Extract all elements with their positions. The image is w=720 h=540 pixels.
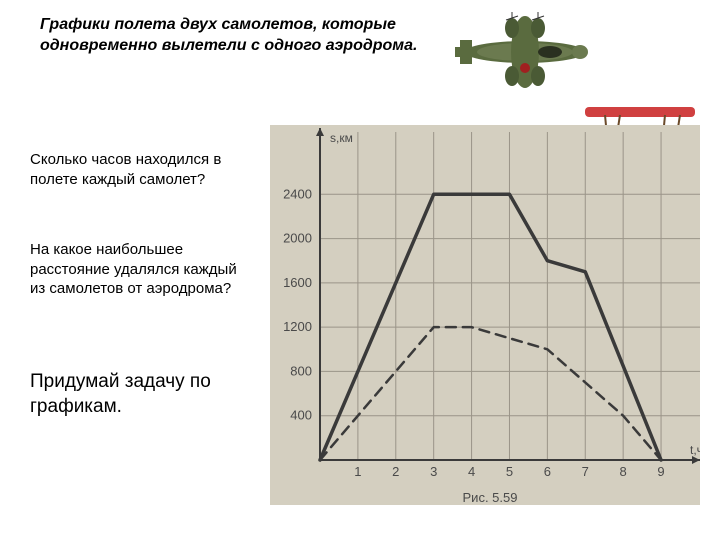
svg-text:2400: 2400 [283, 186, 312, 201]
question-3: Придумай задачу по графикам. [30, 370, 230, 419]
svg-text:4: 4 [468, 464, 475, 479]
question-2: На какое наибольшее расстояние удалялся … [30, 240, 250, 299]
svg-text:t,ч: t,ч [690, 443, 700, 457]
svg-text:9: 9 [657, 464, 664, 479]
svg-text:1: 1 [354, 464, 361, 479]
page-title: Графики полета двух самолетов, которые о… [40, 15, 440, 57]
svg-text:7: 7 [582, 464, 589, 479]
svg-text:3: 3 [430, 464, 437, 479]
svg-text:5: 5 [506, 464, 513, 479]
svg-text:1600: 1600 [283, 275, 312, 290]
svg-text:2000: 2000 [283, 231, 312, 246]
question-1: Сколько часов находился в полете каждый … [30, 150, 230, 189]
airplane-green-icon [440, 10, 610, 90]
svg-text:s,км: s,км [330, 131, 353, 145]
svg-text:2: 2 [392, 464, 399, 479]
svg-text:Рис. 5.59: Рис. 5.59 [463, 490, 518, 505]
svg-text:1200: 1200 [283, 319, 312, 334]
svg-text:400: 400 [290, 408, 312, 423]
svg-text:8: 8 [620, 464, 627, 479]
svg-text:800: 800 [290, 363, 312, 378]
flight-chart: 400 800 1200 1600 2000 2400 1 2 3 4 5 6 7 8 9 s,км t,ч Ри… [250, 120, 700, 520]
svg-text:6: 6 [544, 464, 551, 479]
